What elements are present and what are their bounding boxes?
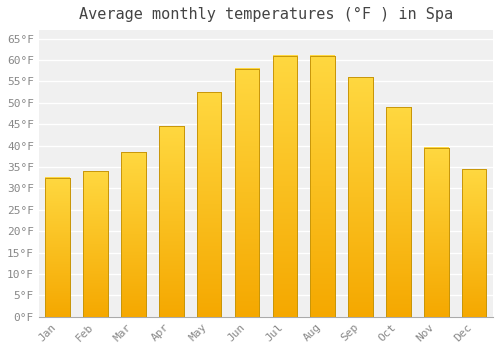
Bar [84,171,108,317]
Bar [272,56,297,317]
Bar [121,152,146,317]
Bar [310,56,335,317]
Bar [386,107,410,317]
Bar [121,152,146,317]
Bar [462,169,486,317]
Bar [424,148,448,317]
Bar [234,69,260,317]
Bar [272,56,297,317]
Bar [159,126,184,317]
Bar [234,69,260,317]
Bar [424,148,448,317]
Bar [46,178,70,317]
Bar [348,77,373,317]
Bar [310,56,335,317]
Bar [46,178,70,317]
Bar [197,92,222,317]
Bar [84,171,108,317]
Title: Average monthly temperatures (°F ) in Spa: Average monthly temperatures (°F ) in Sp… [79,7,453,22]
Bar [197,92,222,317]
Bar [386,107,410,317]
Bar [348,77,373,317]
Bar [159,126,184,317]
Bar [462,169,486,317]
